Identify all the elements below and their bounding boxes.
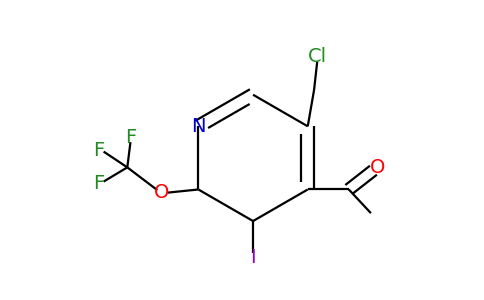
Text: N: N: [191, 117, 206, 136]
Text: O: O: [370, 158, 385, 177]
Text: Cl: Cl: [308, 47, 327, 66]
Text: I: I: [250, 248, 256, 267]
Text: F: F: [93, 174, 105, 193]
Text: F: F: [93, 140, 105, 160]
Text: O: O: [154, 183, 170, 202]
Text: F: F: [125, 128, 136, 147]
